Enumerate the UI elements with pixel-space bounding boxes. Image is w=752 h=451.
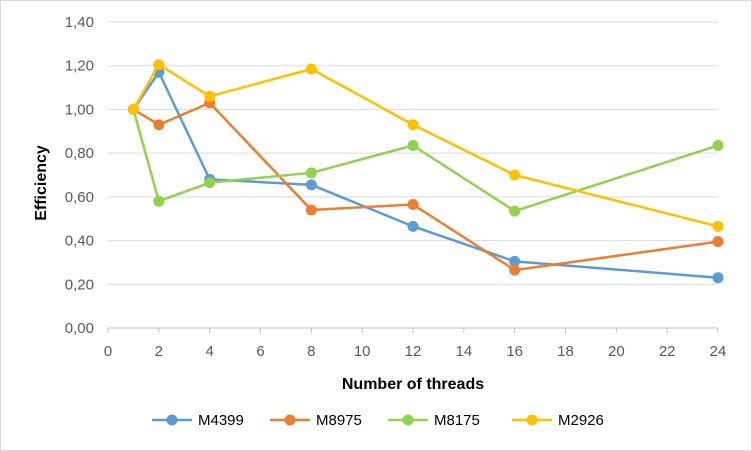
y-tick-label: 0,00 [65,320,94,337]
gridlines [108,21,718,285]
y-tick-label: 0,40 [65,233,94,250]
data-point-m4399 [712,272,724,284]
legend-item-m2926: M2926 [512,412,604,429]
legend-item-m8975: M8975 [270,412,362,429]
x-tick-labels: 0 2 4 6 8 10 12 14 16 18 20 22 24 [104,343,727,360]
legend-label: M4399 [198,412,244,429]
data-point-m2926 [204,90,216,102]
x-tick-label: 4 [205,343,213,360]
series-m8975 [127,97,724,276]
data-point-m8175 [153,195,165,207]
x-tick-label: 22 [659,343,676,360]
legend: M4399 M8975 M8175 M2926 [152,412,604,429]
data-point-m8175 [305,167,317,179]
axes [107,327,719,333]
data-point-m8975 [153,119,165,131]
data-point-m8975 [509,264,521,276]
x-axis-title: Number of threads [342,376,484,393]
data-point-m8175 [509,205,521,217]
x-tick-label: 14 [455,343,472,360]
series-line-m8175 [132,109,719,213]
y-tick-label: 1,20 [65,58,94,75]
legend-item-m8175: M8175 [388,412,480,429]
x-tick-label: 8 [307,343,315,360]
series-m2926 [127,59,724,232]
x-tick-label: 18 [557,343,574,360]
y-tick-label: 0,20 [65,276,94,293]
data-point-m2926 [407,119,419,131]
x-tick-label: 20 [608,343,625,360]
series-m4399 [127,66,724,284]
x-tick-label: 10 [354,343,371,360]
data-point-m8175 [204,177,216,189]
data-point-m2926 [305,63,317,75]
series-line-m8975 [132,101,719,272]
data-point-m4399 [407,220,419,232]
data-point-m8175 [407,139,419,151]
y-tick-label: 0,60 [65,189,94,206]
y-tick-labels: 0,00 0,20 0,40 0,60 0,80 1,00 1,20 1,40 [65,14,94,337]
legend-label: M2926 [558,412,604,429]
legend-label: M8975 [316,412,362,429]
y-axis-title: Efficiency [33,145,50,221]
x-tick-label: 16 [506,343,523,360]
x-tick-label: 0 [104,343,112,360]
x-tick-label: 2 [155,343,163,360]
legend-item-m4399: M4399 [152,412,244,429]
data-point-m8175 [712,139,724,151]
data-point-m4399 [305,179,317,191]
legend-label: M8175 [434,412,480,429]
x-tick-label: 24 [710,343,727,360]
series-m8175 [127,103,724,217]
data-point-m8975 [712,236,724,248]
data-point-m2926 [509,169,521,181]
legend-swatch-marker [402,414,414,426]
y-tick-label: 1,00 [65,101,94,118]
legend-swatch-marker [526,414,538,426]
y-tick-label: 0,80 [65,145,94,162]
data-point-m2926 [153,59,165,71]
data-point-m2926 [127,103,139,115]
data-point-m2926 [712,220,724,232]
x-tick-label: 12 [405,343,422,360]
x-tick-label: 6 [256,343,264,360]
data-point-m8975 [305,204,317,216]
legend-swatch-marker [166,414,178,426]
series-line-m2926 [132,63,719,228]
data-point-m8975 [407,199,419,211]
data-point-m4399 [509,255,521,267]
y-tick-label: 1,40 [65,14,94,31]
series-group [127,59,724,284]
legend-swatch-marker [284,414,296,426]
